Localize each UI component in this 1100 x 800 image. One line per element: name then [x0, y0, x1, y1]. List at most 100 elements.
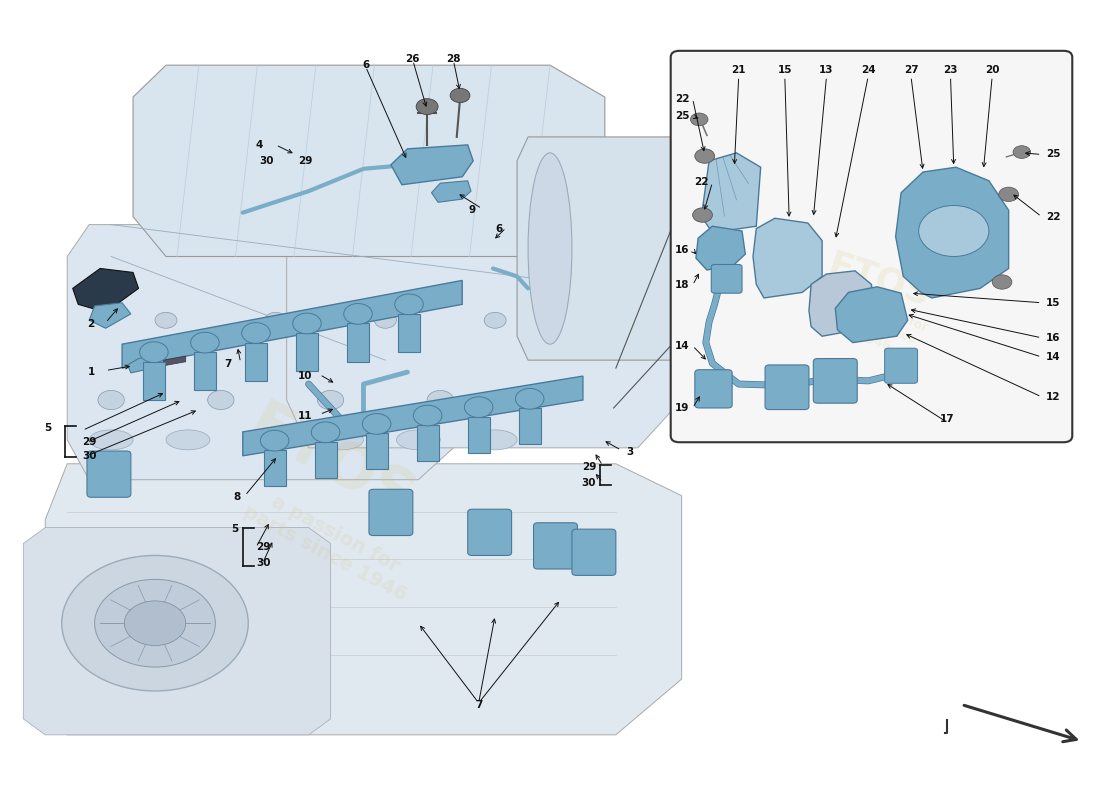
Polygon shape — [696, 226, 746, 270]
Polygon shape — [835, 286, 907, 342]
Text: 8: 8 — [233, 492, 241, 502]
Polygon shape — [431, 181, 471, 202]
Ellipse shape — [166, 430, 210, 450]
Polygon shape — [519, 408, 541, 444]
Text: 14: 14 — [1046, 352, 1060, 362]
Text: 6: 6 — [495, 223, 503, 234]
Text: 16: 16 — [1046, 333, 1060, 343]
FancyBboxPatch shape — [368, 490, 412, 535]
Circle shape — [414, 405, 442, 426]
Polygon shape — [128, 354, 164, 373]
Text: 10: 10 — [297, 371, 312, 381]
Polygon shape — [287, 209, 682, 448]
Polygon shape — [133, 65, 605, 257]
Circle shape — [374, 312, 396, 328]
FancyBboxPatch shape — [766, 365, 808, 410]
Polygon shape — [315, 442, 337, 478]
Circle shape — [362, 414, 390, 434]
Circle shape — [1013, 146, 1031, 158]
Text: 23: 23 — [943, 65, 958, 74]
Polygon shape — [365, 434, 387, 470]
Text: 29: 29 — [582, 462, 596, 472]
Polygon shape — [245, 342, 267, 381]
Circle shape — [62, 555, 249, 691]
FancyBboxPatch shape — [87, 451, 131, 498]
Circle shape — [140, 342, 168, 362]
Circle shape — [318, 390, 343, 410]
Text: 22: 22 — [674, 94, 690, 104]
Circle shape — [98, 390, 124, 410]
Text: 9: 9 — [469, 206, 476, 215]
Text: 24: 24 — [861, 65, 876, 74]
Text: 22: 22 — [1046, 212, 1060, 222]
Polygon shape — [468, 417, 490, 453]
Ellipse shape — [473, 430, 517, 450]
Circle shape — [155, 312, 177, 328]
Circle shape — [265, 312, 287, 328]
Text: 30: 30 — [582, 478, 596, 488]
FancyBboxPatch shape — [534, 522, 578, 569]
Text: 7: 7 — [475, 699, 483, 710]
Polygon shape — [417, 425, 439, 461]
Polygon shape — [45, 464, 682, 735]
Circle shape — [693, 208, 713, 222]
Text: 5: 5 — [231, 524, 239, 534]
Text: 27: 27 — [904, 65, 918, 74]
Ellipse shape — [243, 430, 287, 450]
Polygon shape — [346, 323, 368, 362]
Text: 2: 2 — [87, 319, 95, 330]
Text: 1: 1 — [87, 367, 95, 377]
Text: 22: 22 — [694, 178, 710, 187]
Text: a passion for
parts since
1946: a passion for parts since 1946 — [829, 294, 930, 362]
Text: 17: 17 — [939, 414, 955, 424]
Text: 11: 11 — [297, 411, 312, 421]
Text: 18: 18 — [674, 280, 690, 290]
Circle shape — [416, 98, 438, 114]
Polygon shape — [296, 333, 318, 371]
Circle shape — [484, 312, 506, 328]
Text: 29: 29 — [256, 542, 271, 553]
Text: 29: 29 — [298, 156, 312, 166]
Text: 12: 12 — [1046, 392, 1060, 402]
Polygon shape — [264, 450, 286, 486]
Text: 5: 5 — [45, 423, 52, 433]
Polygon shape — [702, 153, 761, 233]
Circle shape — [427, 390, 453, 410]
Polygon shape — [754, 218, 822, 298]
Text: 28: 28 — [447, 54, 461, 64]
Text: 25: 25 — [674, 111, 690, 121]
Circle shape — [450, 88, 470, 102]
Text: 3: 3 — [627, 447, 634, 457]
Circle shape — [261, 430, 289, 451]
Circle shape — [695, 149, 715, 163]
Ellipse shape — [89, 430, 133, 450]
Circle shape — [124, 601, 186, 646]
Polygon shape — [390, 145, 473, 185]
Circle shape — [999, 187, 1019, 202]
Text: 14: 14 — [674, 341, 690, 350]
FancyBboxPatch shape — [572, 529, 616, 575]
Text: a passion for
parts since 1946: a passion for parts since 1946 — [241, 482, 420, 605]
Text: 19: 19 — [675, 403, 690, 413]
Circle shape — [190, 332, 219, 353]
Polygon shape — [89, 302, 131, 328]
Circle shape — [464, 397, 493, 418]
Polygon shape — [808, 271, 873, 336]
Polygon shape — [194, 352, 216, 390]
Text: ETOS: ETOS — [824, 248, 935, 313]
Circle shape — [343, 303, 372, 324]
Polygon shape — [67, 225, 462, 480]
Circle shape — [918, 206, 989, 257]
FancyBboxPatch shape — [468, 510, 512, 555]
Polygon shape — [517, 137, 693, 360]
Polygon shape — [143, 362, 165, 400]
Text: 30: 30 — [258, 156, 274, 166]
Text: 25: 25 — [1046, 150, 1060, 159]
Text: 21: 21 — [732, 65, 746, 74]
Polygon shape — [243, 376, 583, 456]
FancyBboxPatch shape — [813, 358, 857, 403]
Circle shape — [293, 313, 321, 334]
Text: 16: 16 — [674, 245, 690, 255]
Text: 13: 13 — [820, 65, 834, 74]
Circle shape — [311, 422, 340, 442]
